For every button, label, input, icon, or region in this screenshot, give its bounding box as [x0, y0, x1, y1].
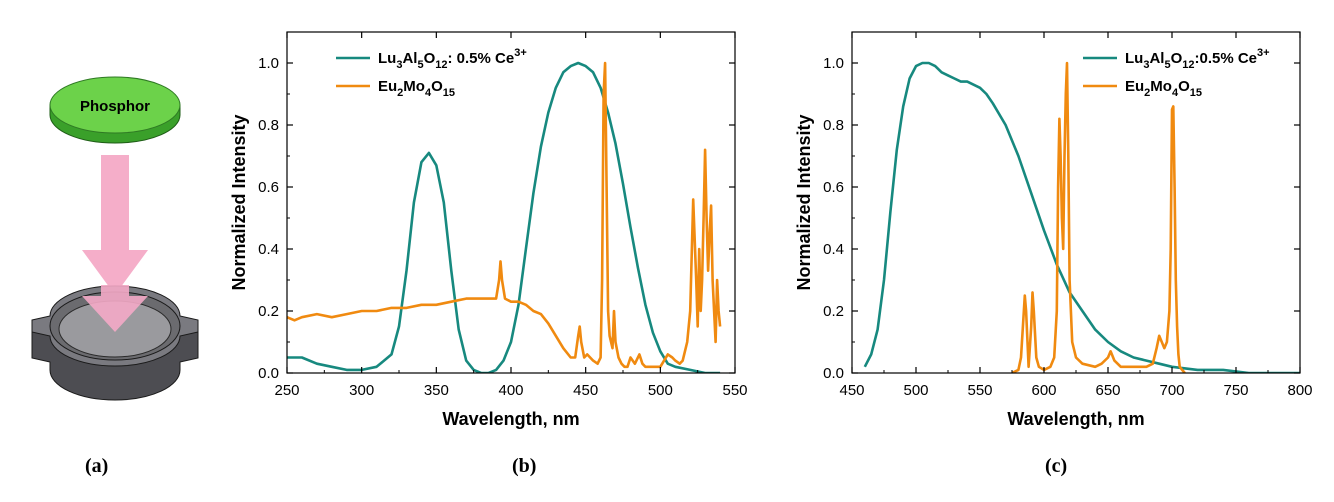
- legend-text-part: Al: [402, 50, 417, 67]
- y-axis-label: Normalized Intensity: [795, 114, 814, 290]
- legend-text-part: 3+: [1257, 47, 1270, 59]
- x-tick-label: 650: [1095, 382, 1120, 399]
- phosphor-holder-illustration: Phosphor: [31, 76, 199, 401]
- legend-text-part: : 0.5% Ce: [448, 50, 515, 67]
- panel-label-c: (c): [1045, 455, 1068, 477]
- phosphor-disk: Phosphor: [49, 76, 181, 144]
- y-tick-label: 1.0: [258, 55, 279, 72]
- x-tick-label: 250: [274, 382, 299, 399]
- legend-text-part: 3+: [514, 47, 527, 59]
- emission-spectrum-chart: 450 500 550 600 650 700 750 800 0.0 0.2 0.4 0.6 0.8 1…: [795, 31, 1313, 429]
- legend-text-part: 12: [435, 59, 447, 71]
- y-axis-label: Normalized Intensity: [230, 114, 249, 290]
- down-arrow-icon: [82, 155, 148, 295]
- legend-text-part: 15: [1190, 87, 1202, 99]
- legend-text-part: O: [424, 50, 436, 67]
- legend-text-part: :0.5% Ce: [1195, 50, 1258, 67]
- series-line-1: [287, 61, 722, 369]
- x-tick-label: 700: [1159, 382, 1184, 399]
- legend-entry: Lu3Al5O12: 0.5% Ce3+: [378, 47, 527, 71]
- x-tick-label: 800: [1287, 382, 1312, 399]
- legend-text-part: Mo: [1150, 78, 1172, 95]
- legend-text-part: Eu: [378, 78, 397, 95]
- legend-text-part: Lu: [378, 50, 396, 67]
- series-line-1: [1011, 61, 1186, 373]
- series-line-0: [863, 61, 1300, 373]
- y-tick-label: 0.0: [258, 365, 279, 382]
- x-tick-label: 400: [498, 382, 523, 399]
- legend-text-part: 5: [417, 59, 423, 71]
- legend-text-part: 4: [425, 87, 432, 99]
- y-tick-label: 0.4: [823, 241, 844, 258]
- x-tick-label: 550: [722, 382, 747, 399]
- legend-entry: Eu2Mo4O15: [1125, 78, 1202, 99]
- y-tick-label: 0.6: [823, 179, 844, 196]
- legend-text-part: 3: [396, 59, 402, 71]
- legend-text-part: 12: [1182, 59, 1194, 71]
- legend-text-part: Lu: [1125, 50, 1143, 67]
- panel-label-b: (b): [512, 455, 537, 477]
- x-axis-label: Wavelength, nm: [1007, 409, 1144, 429]
- legend-entry: Lu3Al5O12:0.5% Ce3+: [1125, 47, 1270, 71]
- legend-text-part: 4: [1172, 87, 1179, 99]
- x-tick-label: 450: [839, 382, 864, 399]
- legend-text-part: 5: [1164, 59, 1170, 71]
- legend-text-part: 15: [443, 87, 455, 99]
- legend-text-part: O: [1171, 50, 1183, 67]
- y-tick-label: 0.2: [258, 303, 279, 320]
- y-tick-label: 1.0: [823, 55, 844, 72]
- x-tick-label: 750: [1223, 382, 1248, 399]
- plot-frame: [286, 31, 736, 374]
- phosphor-label: Phosphor: [80, 98, 150, 115]
- legend-text-part: O: [1178, 78, 1190, 95]
- x-axis-label: Wavelength, nm: [442, 409, 579, 429]
- x-tick-label: 500: [648, 382, 673, 399]
- x-tick-label: 550: [967, 382, 992, 399]
- legend-text-part: Mo: [403, 78, 425, 95]
- sample-holder: [31, 285, 199, 401]
- plot-frame: [851, 31, 1301, 374]
- series-line-0: [287, 61, 721, 373]
- y-tick-label: 0.4: [258, 241, 279, 258]
- legend-text-part: 2: [397, 87, 403, 99]
- x-tick-label: 350: [424, 382, 449, 399]
- legend-text-part: Eu: [1125, 78, 1144, 95]
- legend-text-part: 2: [1144, 87, 1150, 99]
- x-tick-label: 600: [1031, 382, 1056, 399]
- y-tick-label: 0.0: [823, 365, 844, 382]
- y-tick-label: 0.8: [823, 117, 844, 134]
- x-tick-label: 450: [573, 382, 598, 399]
- x-tick-label: 300: [349, 382, 374, 399]
- legend-entry: Eu2Mo4O15: [378, 78, 455, 99]
- y-tick-label: 0.2: [823, 303, 844, 320]
- legend-text-part: Al: [1149, 50, 1164, 67]
- legend-text-part: 3: [1143, 59, 1149, 71]
- y-tick-label: 0.6: [258, 179, 279, 196]
- excitation-spectrum-chart: 250 300 350 400 450 500 550 0.0 0.2 0.4 0.6 0.8 1.0 W…: [230, 31, 748, 429]
- panel-label-a: (a): [85, 455, 109, 477]
- x-tick-label: 500: [903, 382, 928, 399]
- legend-text-part: O: [431, 78, 443, 95]
- y-tick-label: 0.8: [258, 117, 279, 134]
